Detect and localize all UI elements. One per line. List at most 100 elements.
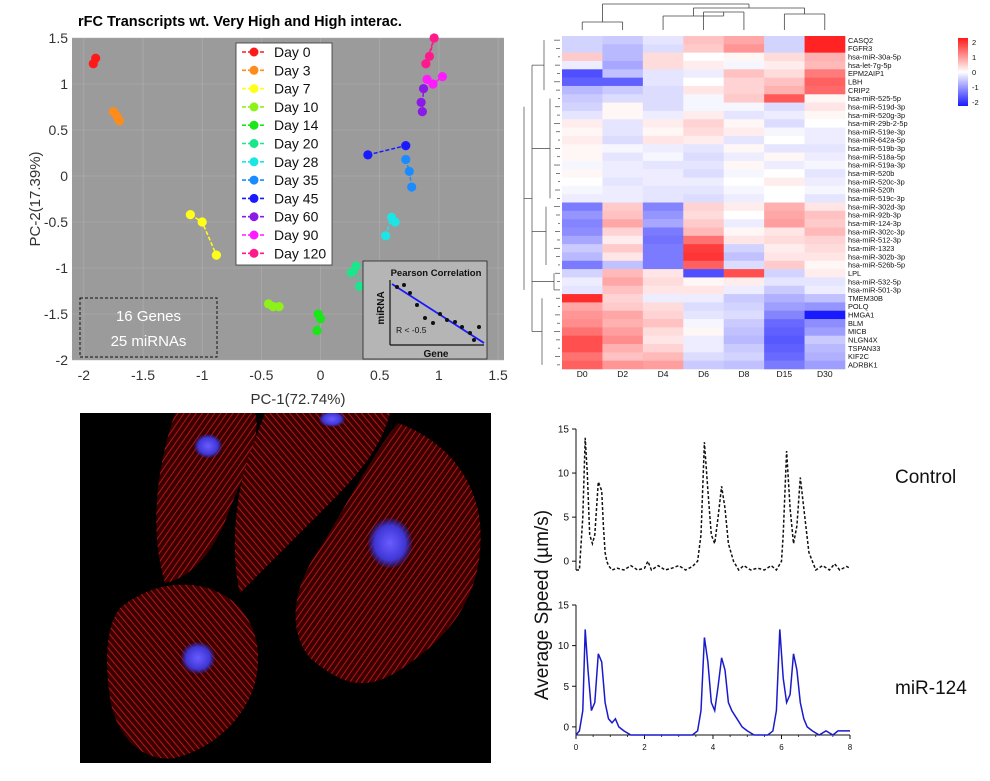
heatmap-cell xyxy=(804,52,846,62)
heatmap-row-label: hsa-miR-518a-5p xyxy=(848,152,905,161)
heatmap-cell xyxy=(804,77,846,87)
heatmap-cell xyxy=(602,294,644,303)
heatmap-cell xyxy=(562,144,603,153)
heatmap-cell xyxy=(562,127,603,137)
heatmap-cell xyxy=(723,144,765,153)
pca-point xyxy=(437,72,448,82)
heatmap-cell xyxy=(804,360,846,370)
heatmap-cell xyxy=(642,260,684,270)
pca-legend-marker xyxy=(249,230,259,240)
heatmap-cell xyxy=(683,77,725,87)
heatmap-row-label: hsa-miR-520h xyxy=(848,186,894,195)
speed-y-tick-label: 0 xyxy=(563,557,569,568)
heatmap-row-label: hsa-miR-1323 xyxy=(848,244,894,253)
heatmap-cell xyxy=(562,202,603,212)
control-label: Control xyxy=(895,467,956,488)
heatmap-cell xyxy=(723,294,765,303)
heatmap-cell xyxy=(562,269,603,278)
heatmap-cell xyxy=(804,185,846,195)
heatmap-cell xyxy=(602,310,644,320)
heatmap-cell xyxy=(804,44,846,53)
heatmap-cell xyxy=(562,302,603,312)
pca-point xyxy=(315,314,326,324)
pca-point xyxy=(91,53,101,63)
heatmap-cell xyxy=(642,94,684,103)
pearson-r-annotation: R < -0.5 xyxy=(396,325,427,335)
heatmap-cell xyxy=(683,269,725,278)
mir124-plot: 15 10 5 0 0 2 4 6 8 xyxy=(558,601,853,753)
pearson-points xyxy=(395,283,481,342)
heatmap-cell xyxy=(602,94,644,103)
heatmap-cell xyxy=(764,44,805,53)
heatmap-cell xyxy=(562,219,603,228)
heatmap-cell xyxy=(683,110,725,120)
pca-point xyxy=(424,51,435,62)
heatmap-cell xyxy=(562,360,603,370)
colorbar-ticks: 2 1 0 -1 -2 xyxy=(972,38,979,107)
heatmap-row-label: HMGA1 xyxy=(848,311,874,320)
heatmap-cell xyxy=(562,36,603,45)
colorbar-tick-label: 2 xyxy=(972,38,976,47)
heatmap-cell xyxy=(683,127,725,137)
heatmap-cell xyxy=(602,269,644,278)
pca-x-axis-label: PC-1(72.74%) xyxy=(250,391,345,408)
heatmap-cell xyxy=(562,335,603,345)
heatmap-column-labels: D0 D2 D4 D6 D8 D15 D30 xyxy=(577,369,833,379)
heatmap-cell xyxy=(764,327,805,336)
heatmap-cell xyxy=(804,210,846,220)
heatmap-cell xyxy=(642,185,684,195)
heatmap-row-label: MICB xyxy=(848,327,867,336)
heatmap-column-label: D4 xyxy=(658,369,669,379)
heatmap-cell xyxy=(764,160,805,170)
heatmap-cell xyxy=(723,77,765,87)
heatmap-cell xyxy=(764,152,805,162)
heatmap-cell xyxy=(562,94,603,103)
heatmap-cell xyxy=(764,319,805,328)
speed-y-tick-label: 5 xyxy=(563,513,569,524)
heatmap-cell xyxy=(642,44,684,53)
heatmap-cell xyxy=(723,119,765,128)
pearson-x-label: Gene xyxy=(423,349,448,360)
heatmap-cell xyxy=(683,319,725,328)
pca-x-tick-label: -1 xyxy=(196,367,209,383)
speed-y-tick-label: 10 xyxy=(558,469,570,480)
heatmap-cell xyxy=(723,85,765,95)
pca-legend-label: Day 0 xyxy=(274,44,311,60)
heatmap-cell xyxy=(562,210,603,220)
heatmap-cell xyxy=(642,294,684,303)
heatmap-cell xyxy=(764,310,805,320)
heatmap-cell xyxy=(562,52,603,62)
heatmap-cell xyxy=(764,85,805,95)
heatmap-cell xyxy=(642,169,684,178)
pca-point xyxy=(390,217,400,227)
heatmap-cell xyxy=(764,52,805,62)
heatmap-column-label: D30 xyxy=(817,369,833,379)
heatmap-cell xyxy=(804,260,846,270)
heatmap-row-label: hsa-miR-519d-3p xyxy=(848,102,905,111)
heatmap-cell xyxy=(723,69,765,78)
heatmap-cell xyxy=(723,169,765,178)
heatmap-cell xyxy=(602,85,644,95)
heatmap-cell xyxy=(602,119,644,128)
heatmap-cell xyxy=(764,119,805,128)
heatmap-cell xyxy=(642,119,684,128)
heatmap-cell xyxy=(764,144,805,153)
heatmap-cell xyxy=(642,85,684,95)
heatmap-cell xyxy=(804,244,846,253)
heatmap-row-label: hsa-miR-29b-2-5p xyxy=(848,119,908,128)
heatmap-cell xyxy=(562,294,603,303)
pca-legend-marker xyxy=(249,102,259,112)
pca-x-tick-label: -0.5 xyxy=(249,367,273,383)
pca-series-group xyxy=(88,33,448,336)
heatmap-cell xyxy=(642,244,684,253)
heatmap-cell xyxy=(602,285,644,295)
heatmap-cell xyxy=(804,194,846,203)
pca-point xyxy=(274,302,284,312)
heatmap-cell xyxy=(683,185,725,195)
pca-x-tick-label: 0 xyxy=(317,367,325,383)
heatmap-cell xyxy=(723,227,765,237)
heatmap-row-label: hsa-let-7g-5p xyxy=(848,61,892,70)
heatmap-cell xyxy=(723,277,765,287)
heatmap-cell xyxy=(562,227,603,237)
nucleus xyxy=(319,411,345,427)
